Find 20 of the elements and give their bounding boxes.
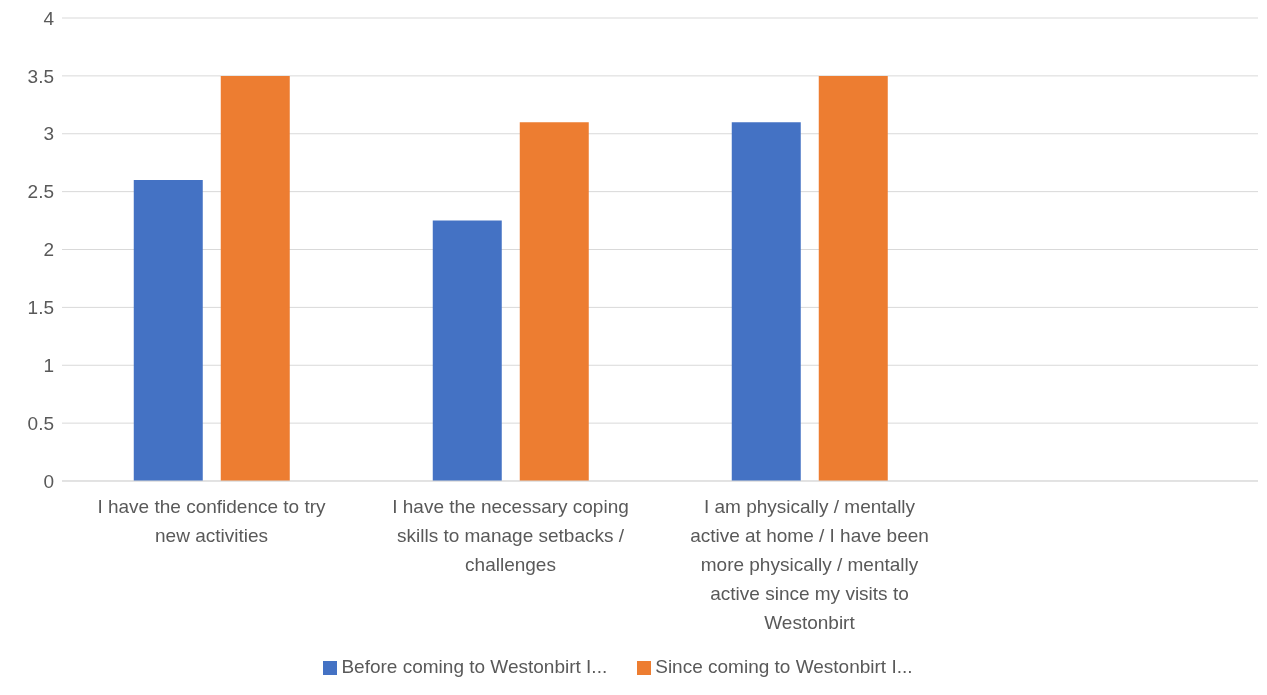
x-tick-label: I have the confidence to try new activities bbox=[97, 496, 327, 546]
legend-label: Before coming to Westonbirt I... bbox=[341, 656, 608, 677]
bar bbox=[731, 122, 801, 481]
y-tick-label: 2 bbox=[43, 239, 54, 261]
y-tick-label: 0 bbox=[43, 470, 54, 492]
bar bbox=[519, 122, 589, 481]
y-tick-label: 4 bbox=[43, 7, 55, 29]
y-tick-label: 1 bbox=[43, 354, 54, 376]
y-tick-label: 3.5 bbox=[27, 65, 54, 87]
y-tick-label: 2.5 bbox=[27, 181, 54, 203]
y-tick-label: 0.5 bbox=[27, 412, 54, 434]
bar bbox=[432, 220, 502, 481]
bar bbox=[220, 75, 290, 481]
x-tick-label: I have the necessary coping skills to manage setbacks / challenges bbox=[392, 496, 629, 575]
bar bbox=[133, 180, 203, 481]
legend-label: Since coming to Westonbirt I... bbox=[655, 656, 913, 677]
y-tick-label: 1.5 bbox=[27, 297, 54, 319]
bar bbox=[818, 75, 888, 481]
y-tick-label: 3 bbox=[43, 123, 54, 145]
x-tick-label: I am physically / mentally active at home / I have been more physically / mentally active since my visits to Westonbirt bbox=[690, 496, 929, 633]
